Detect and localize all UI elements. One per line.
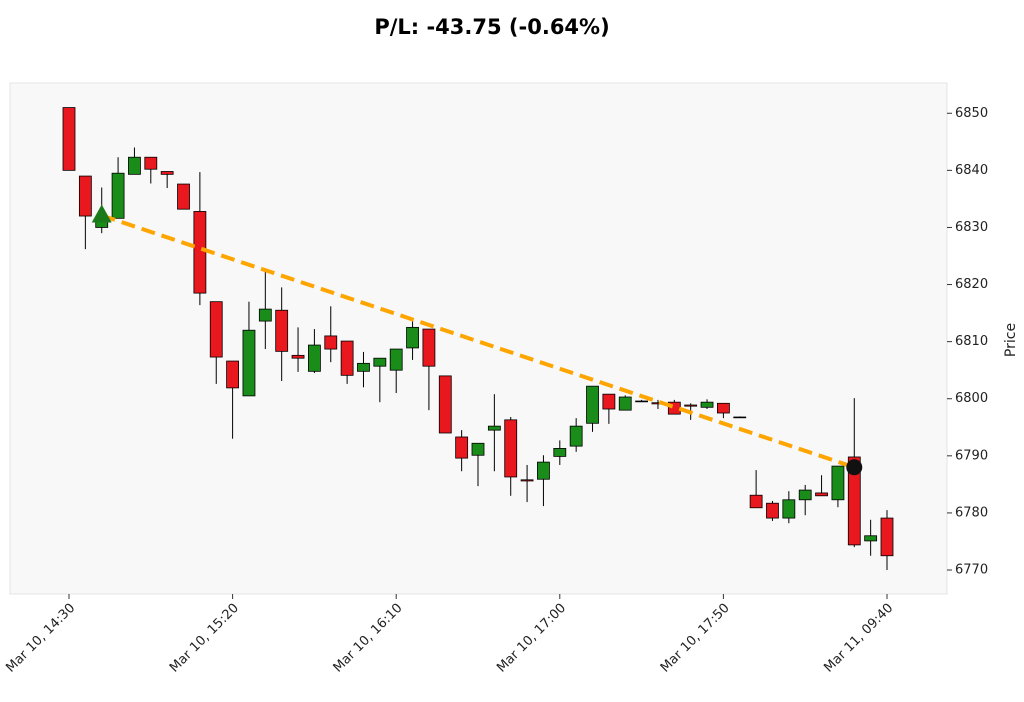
- candle-body: [602, 393, 616, 410]
- candle-body: [307, 344, 321, 372]
- candle-body: [111, 172, 125, 219]
- candle-body: [291, 354, 305, 359]
- candle-body: [847, 456, 861, 546]
- y-tick-label: 6820: [955, 277, 988, 292]
- candle-body: [537, 461, 550, 480]
- candle-body: [586, 385, 599, 424]
- candle-body: [275, 309, 289, 352]
- candle-body: [324, 335, 338, 350]
- candle-body: [831, 465, 845, 501]
- candle-body: [569, 425, 583, 447]
- x-tick-label: Mar 10, 16:10: [331, 601, 406, 676]
- candle-body: [389, 348, 403, 371]
- candle-body: [635, 400, 648, 403]
- candle-body: [209, 301, 223, 358]
- candle-body: [684, 404, 698, 407]
- candle-body: [144, 156, 158, 170]
- candle-body: [62, 107, 76, 171]
- candle-body: [618, 396, 632, 411]
- candle-body: [95, 221, 109, 228]
- candle-body: [717, 402, 730, 414]
- x-tick-label: Mar 10, 17:50: [658, 601, 733, 676]
- candle-body: [766, 502, 779, 519]
- candle-body: [520, 479, 534, 482]
- candle-body: [193, 211, 207, 294]
- candle-body: [128, 156, 141, 175]
- candle-body: [782, 499, 796, 519]
- candle-body: [749, 494, 763, 509]
- y-tick-label: 6770: [955, 563, 988, 578]
- y-tick-label: 6850: [955, 106, 988, 121]
- y-tick-label: 6800: [955, 391, 988, 406]
- candle-body: [798, 489, 812, 501]
- candle-body: [815, 492, 828, 497]
- candle-body: [700, 401, 714, 408]
- candle-body: [880, 517, 894, 557]
- exit-marker: [846, 459, 863, 476]
- candle-body: [406, 326, 419, 349]
- candle-body: [226, 360, 240, 389]
- candle-body: [177, 183, 190, 210]
- y-axis-label: Price: [1003, 323, 1019, 357]
- candle-body: [455, 436, 469, 459]
- candle-body: [422, 328, 436, 367]
- x-tick-label: Mar 10, 14:30: [3, 601, 78, 676]
- candle-body: [471, 442, 485, 456]
- trade-line: [101, 213, 855, 470]
- candle-body: [553, 448, 567, 457]
- candle-body: [504, 419, 518, 478]
- candle-body: [258, 308, 272, 322]
- candle-body: [487, 425, 501, 431]
- x-tick-label: Mar 11, 09:40: [821, 601, 896, 676]
- x-tick-label: Mar 10, 15:20: [167, 601, 242, 676]
- candle-body: [864, 535, 878, 542]
- chart-title: P/L: -43.75 (-0.64%): [374, 15, 609, 39]
- entry-marker: [91, 204, 112, 223]
- y-tick-label: 6810: [955, 334, 988, 349]
- y-tick-label: 6790: [955, 448, 988, 463]
- candle-body: [373, 357, 387, 367]
- y-tick-label: 6830: [955, 220, 988, 235]
- y-tick-label: 6780: [955, 505, 988, 520]
- candle-body: [438, 375, 452, 434]
- candle-body: [242, 329, 256, 397]
- candle-body: [357, 362, 370, 372]
- candle-body: [733, 416, 747, 419]
- candle-body: [78, 175, 92, 217]
- candle-body: [340, 340, 354, 376]
- x-tick-label: Mar 10, 17:00: [494, 601, 569, 676]
- y-tick-label: 6840: [955, 163, 988, 178]
- candle-body: [160, 171, 174, 175]
